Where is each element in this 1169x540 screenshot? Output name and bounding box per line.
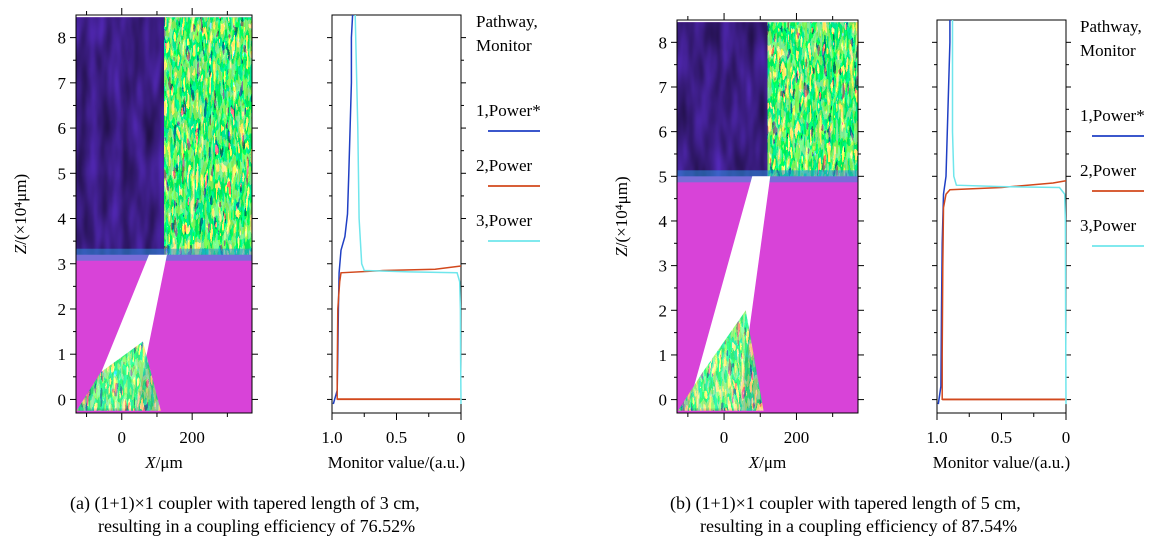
y-tick-label: 3 (58, 255, 67, 274)
y-tick-label: 2 (659, 301, 668, 320)
x-tick-label: 0 (720, 428, 729, 447)
caption-a-line1: (a) (1+1)×1 coupler with tapered length … (70, 493, 420, 513)
monitor-x-tick-label: 0.5 (386, 428, 407, 447)
legend-entry-label: 3,Power (476, 211, 533, 230)
speckle-region-right (767, 22, 858, 177)
legend-entry-label: 1,Power* (476, 101, 541, 120)
y-tick-label: 4 (659, 212, 668, 231)
caption-b-line2: resulting in a coupling efficiency of 87… (700, 516, 1018, 536)
legend-b: Pathway, Monitor 1,Power* 2,Power 3,Power (1080, 17, 1145, 247)
x-tick-label: 200 (179, 428, 205, 447)
series-line-1 (937, 20, 951, 405)
monitor-x-tick-label: 1.0 (926, 428, 947, 447)
y-tick-label: 0 (659, 391, 668, 410)
heatmap-frame (676, 19, 859, 414)
speckle-region-right (164, 17, 252, 255)
y-axis-label: Z/(×10⁴μm) (11, 174, 30, 254)
monitor-x-tick-label: 0.5 (991, 428, 1012, 447)
legend-entry-label: 2,Power (476, 156, 533, 175)
fiber-bottom-speckle (677, 310, 764, 411)
panel-b: 0 1 2 3 4 5 6 7 8 0 200 X/μm Z/(×10⁴μm) 1.0 0.5 0 Monito… (612, 13, 1145, 472)
x-tick-label: 200 (784, 428, 810, 447)
y-tick-label: 4 (58, 210, 67, 229)
core-region-texture (677, 22, 768, 177)
legend-entry-label: 3,Power (1080, 216, 1137, 235)
monitor-frame (936, 19, 1067, 414)
legend-title-line1: Pathway, (1080, 17, 1142, 36)
panel-a: 0 1 2 3 4 5 6 7 8 0 200 X/μm Z/(×10⁴μm) 1.0 0.5 0 Monito… (11, 8, 541, 472)
monitor-plot-b: 1.0 0.5 0 Monitor value/(a.u.) (926, 19, 1071, 472)
fiber-bottom-speckle (76, 341, 161, 411)
monitor-x-tick-label: 0 (457, 428, 466, 447)
heatmap-a: 0 1 2 3 4 5 6 7 8 0 200 X/μm Z/(×10⁴μm) (11, 8, 258, 472)
monitor-x-label: Monitor value/(a.u.) (328, 453, 465, 472)
y-tick-label: 6 (58, 119, 67, 138)
caption-a-line2: resulting in a coupling efficiency of 76… (98, 516, 416, 536)
heatmap-b: 0 1 2 3 4 5 6 7 8 0 200 X/μm Z/(×10⁴μm) (612, 13, 864, 472)
y-tick-label: 2 (58, 300, 67, 319)
monitor-x-label: Monitor value/(a.u.) (933, 453, 1070, 472)
tapered-fiber-band (687, 176, 771, 409)
legend-title-line2: Monitor (476, 36, 532, 55)
legend-entry-label: 2,Power (1080, 161, 1137, 180)
y-tick-label: 7 (659, 78, 668, 97)
x-axis-label: X/μm (748, 453, 786, 472)
legend-title-line2: Monitor (1080, 41, 1136, 60)
y-tick-label: 6 (659, 123, 668, 142)
legend-a: Pathway, Monitor 1,Power* 2,Power 3,Power (476, 12, 541, 242)
series-line-2 (336, 265, 462, 401)
monitor-plot-a: 1.0 0.5 0 Monitor value/(a.u.) (321, 14, 466, 472)
y-tick-label: 7 (58, 74, 67, 93)
y-tick-label: 5 (659, 167, 668, 186)
y-tick-label: 5 (58, 164, 67, 183)
monitor-x-tick-label: 1.0 (321, 428, 342, 447)
y-tick-label: 3 (659, 257, 668, 276)
x-axis-label: X/μm (144, 453, 182, 472)
series-line-3 (951, 20, 1067, 405)
y-tick-label: 1 (58, 345, 67, 364)
series-line-3 (354, 14, 462, 405)
caption-b-line1: (b) (1+1)×1 coupler with tapered length … (670, 493, 1021, 513)
y-tick-label: 8 (659, 33, 668, 52)
y-tick-label: 8 (58, 29, 67, 48)
legend-entry-label: 1,Power* (1080, 106, 1145, 125)
y-axis-label: Z/(×10⁴μm) (612, 176, 631, 256)
monitor-frame (331, 14, 462, 414)
x-tick-label: 0 (118, 428, 127, 447)
legend-title-line1: Pathway, (476, 12, 538, 31)
heatmap-frame (75, 14, 253, 414)
monitor-x-tick-label: 0 (1062, 428, 1071, 447)
y-tick-label: 0 (58, 390, 67, 409)
core-region-texture (76, 17, 164, 255)
y-tick-label: 1 (659, 346, 668, 365)
transition-band (76, 248, 252, 261)
